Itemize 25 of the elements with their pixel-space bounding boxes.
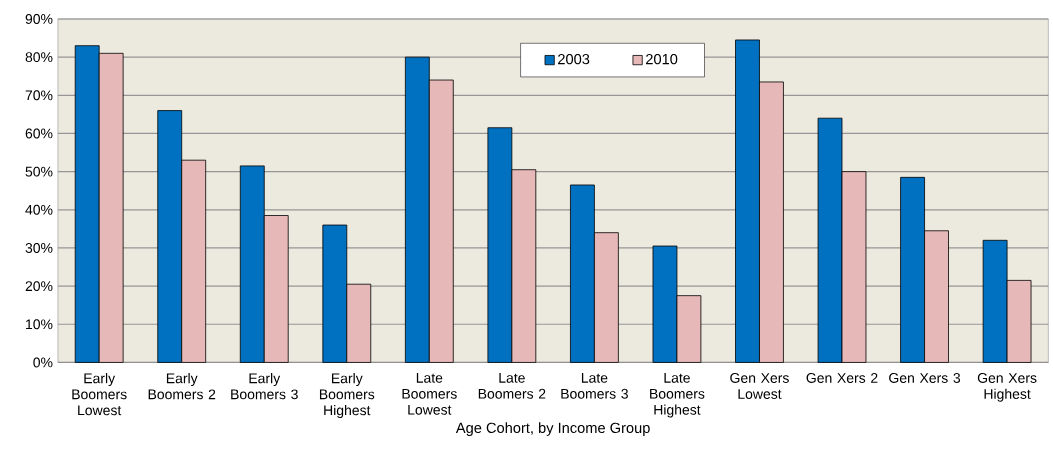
y-tick-label: 10%	[26, 319, 53, 330]
x-tick-label: Gen Xers Highest	[977, 372, 1037, 402]
legend-label: 2003	[558, 53, 590, 65]
legend-label: 2010	[646, 53, 678, 65]
x-tick-label: Early Boomers 2	[148, 372, 216, 400]
x-tick-label: Early Boomers Highest	[319, 372, 375, 418]
x-tick-label: Late Boomers 2	[478, 372, 546, 399]
x-axis-title: Age Cohort, by Income Group	[455, 422, 650, 436]
x-tick-label: Late Boomers Highest	[650, 372, 705, 418]
x-tick-label: Gen Xers 3	[889, 372, 961, 383]
x-tick-label: Late Boomers Lowest	[402, 372, 457, 415]
y-tick-label: 20%	[25, 281, 53, 291]
y-tick-label: 70%	[25, 90, 53, 101]
x-tick-label: Late Boomers 3	[561, 372, 628, 399]
y-tick-label: 60%	[25, 128, 53, 139]
y-tick-label: 40%	[25, 204, 53, 215]
y-tick-label: 80%	[25, 52, 53, 62]
y-tick-label: 90%	[25, 13, 53, 24]
x-tick-label: Gen Xers 2	[806, 372, 878, 383]
x-tick-label: Early Boomers 3	[231, 372, 298, 400]
y-tick-label: 50%	[25, 166, 53, 177]
x-tick-label: Early Boomers Lowest	[72, 372, 127, 416]
x-tick-label: Gen Xers Lowest	[730, 372, 789, 399]
y-tick-label: 0%	[33, 357, 53, 368]
y-tick-label: 30%	[25, 242, 53, 253]
